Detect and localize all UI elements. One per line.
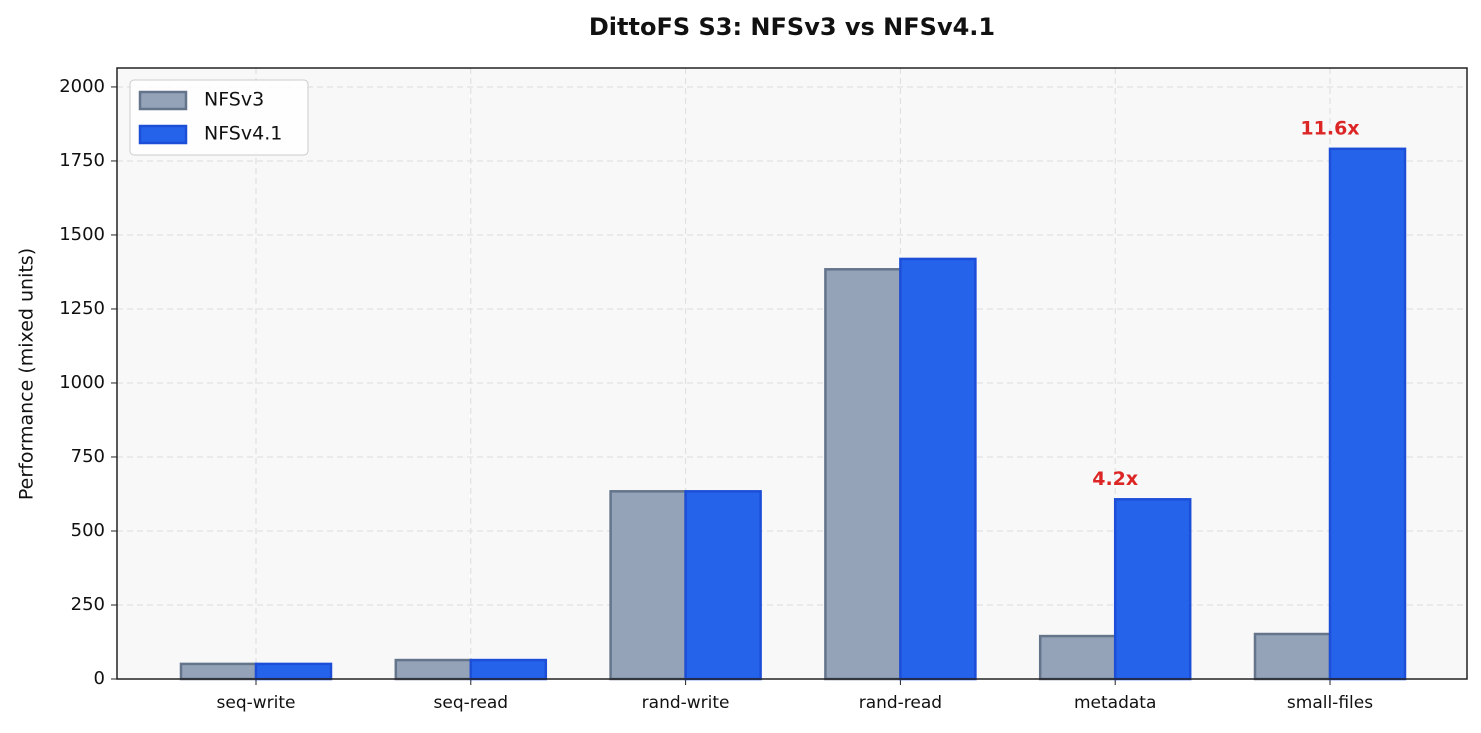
- y-tick-label: 1750: [59, 150, 105, 171]
- y-tick-label: 500: [71, 520, 105, 541]
- bar: [899, 257, 977, 681]
- y-axis-label: Performance (mixed units): [16, 248, 38, 500]
- y-tick-label: 2000: [59, 76, 105, 97]
- legend-swatch: [138, 124, 188, 145]
- y-tick-label: 250: [71, 594, 105, 615]
- x-tick-label: seq-read: [434, 693, 509, 713]
- plot-frame: [116, 67, 1468, 680]
- y-tick-label: 0: [94, 668, 105, 689]
- legend-label: NFSv3: [204, 89, 264, 111]
- bar: [179, 662, 258, 681]
- x-tick-label: rand-read: [859, 693, 942, 713]
- bar: [1253, 632, 1332, 681]
- plot-area: [117, 68, 1467, 679]
- x-tick-label: rand-write: [642, 693, 730, 713]
- bar: [469, 658, 548, 681]
- chart-title: DittoFS S3: NFSv3 vs NFSv4.1: [589, 13, 995, 41]
- bar: [254, 662, 333, 681]
- bar: [1328, 147, 1407, 681]
- bar: [684, 490, 762, 681]
- bar: [609, 490, 687, 681]
- bar: [394, 658, 473, 681]
- x-tick-label: small-files: [1287, 693, 1373, 713]
- annotation: 4.2x: [1092, 468, 1138, 490]
- legend-swatch: [138, 90, 188, 111]
- y-tick-label: 1250: [59, 298, 105, 319]
- bar: [824, 268, 902, 681]
- annotation: 11.6x: [1300, 117, 1359, 139]
- bar: [1038, 634, 1117, 681]
- bar: [1113, 498, 1192, 681]
- x-tick-label: seq-write: [217, 693, 296, 713]
- legend-label: NFSv4.1: [204, 123, 282, 145]
- y-tick-label: 1500: [59, 224, 105, 245]
- y-tick-label: 1000: [59, 372, 105, 393]
- y-tick-label: 750: [71, 446, 105, 467]
- x-tick-label: metadata: [1074, 693, 1156, 713]
